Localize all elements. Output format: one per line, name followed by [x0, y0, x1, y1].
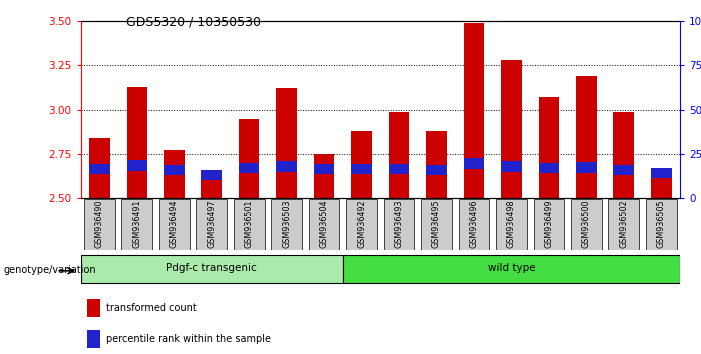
Text: GSM936503: GSM936503 — [282, 200, 291, 248]
FancyBboxPatch shape — [346, 199, 377, 250]
Bar — [389, 112, 409, 198]
Text: genotype/variation: genotype/variation — [4, 265, 96, 275]
Text: wild type: wild type — [488, 263, 536, 273]
Bar — [89, 138, 109, 198]
Text: GSM936496: GSM936496 — [470, 200, 479, 248]
FancyBboxPatch shape — [533, 199, 564, 250]
FancyBboxPatch shape — [121, 199, 152, 250]
FancyBboxPatch shape — [608, 199, 639, 250]
Bar — [351, 131, 372, 198]
Text: GSM936504: GSM936504 — [320, 200, 329, 248]
Text: transformed count: transformed count — [106, 303, 196, 313]
Bar — [576, 162, 597, 172]
Bar — [239, 119, 259, 198]
FancyBboxPatch shape — [496, 199, 526, 250]
Bar — [126, 87, 147, 198]
Text: GSM936501: GSM936501 — [245, 200, 254, 248]
Text: GDS5320 / 10350530: GDS5320 / 10350530 — [126, 16, 261, 29]
Text: GSM936490: GSM936490 — [95, 200, 104, 248]
Bar — [126, 160, 147, 171]
FancyBboxPatch shape — [159, 199, 190, 250]
FancyBboxPatch shape — [343, 255, 680, 283]
FancyBboxPatch shape — [271, 199, 302, 250]
FancyBboxPatch shape — [458, 199, 489, 250]
Text: Pdgf-c transgenic: Pdgf-c transgenic — [166, 263, 257, 273]
Text: percentile rank within the sample: percentile rank within the sample — [106, 334, 271, 344]
Bar — [201, 170, 222, 180]
Text: GSM936497: GSM936497 — [207, 200, 216, 249]
Bar — [426, 166, 447, 175]
Bar — [389, 164, 409, 175]
FancyBboxPatch shape — [383, 199, 414, 250]
Bar — [651, 168, 672, 178]
Bar — [276, 161, 297, 172]
Bar — [164, 150, 184, 198]
Text: GSM936491: GSM936491 — [132, 200, 142, 248]
FancyBboxPatch shape — [571, 199, 601, 250]
FancyBboxPatch shape — [196, 199, 227, 250]
FancyBboxPatch shape — [84, 199, 115, 250]
Bar — [426, 131, 447, 198]
FancyBboxPatch shape — [81, 255, 343, 283]
Bar — [463, 23, 484, 198]
FancyBboxPatch shape — [646, 199, 676, 250]
Text: GSM936499: GSM936499 — [545, 200, 553, 249]
Bar — [501, 60, 522, 198]
Text: GSM936505: GSM936505 — [657, 200, 666, 249]
Bar — [538, 97, 559, 198]
Bar — [89, 164, 109, 175]
Bar — [201, 177, 222, 198]
Text: GSM936492: GSM936492 — [357, 200, 366, 249]
FancyBboxPatch shape — [308, 199, 339, 250]
Bar — [613, 112, 634, 198]
Text: GSM936502: GSM936502 — [619, 200, 628, 249]
Bar — [576, 76, 597, 198]
Text: GSM936493: GSM936493 — [395, 200, 404, 248]
Bar — [538, 163, 559, 173]
Text: GSM936494: GSM936494 — [170, 200, 179, 248]
Bar — [87, 330, 100, 348]
Text: GSM936495: GSM936495 — [432, 200, 441, 249]
Bar — [351, 164, 372, 175]
Bar — [239, 163, 259, 173]
FancyBboxPatch shape — [234, 199, 264, 250]
Bar — [463, 158, 484, 169]
Bar — [314, 164, 334, 175]
Bar — [501, 161, 522, 172]
Bar — [276, 88, 297, 198]
FancyBboxPatch shape — [421, 199, 452, 250]
Bar — [164, 165, 184, 175]
Bar — [87, 299, 100, 317]
Bar — [613, 166, 634, 175]
Text: GSM936500: GSM936500 — [582, 200, 591, 248]
Bar — [314, 154, 334, 198]
Bar — [651, 172, 672, 198]
Text: GSM936498: GSM936498 — [507, 200, 516, 248]
